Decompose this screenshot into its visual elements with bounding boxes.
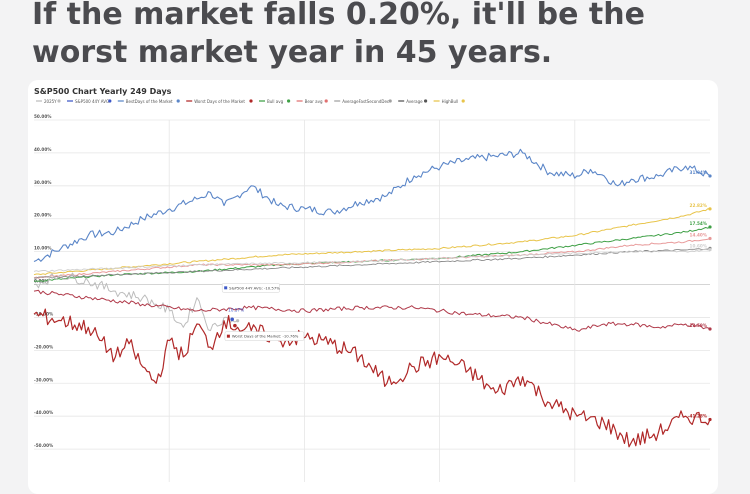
annotation-swatch bbox=[224, 286, 228, 290]
headline: If the market falls 0.20%, it'll be the … bbox=[32, 0, 645, 70]
annotation-box bbox=[221, 283, 280, 293]
annotation-point-label: 10.57% bbox=[228, 307, 244, 312]
series-end-label: 31.94% bbox=[690, 170, 708, 175]
series-line bbox=[33, 289, 711, 332]
annotation-label: Worst Days of the Market: -10.76% bbox=[232, 334, 299, 339]
series-end-point bbox=[708, 248, 712, 252]
series-end-label: -41.28% bbox=[688, 413, 708, 418]
legend-marker bbox=[57, 99, 61, 103]
legend-marker bbox=[176, 99, 180, 103]
legend-label: BestDays of the Market bbox=[126, 99, 173, 104]
y-tick-label: 10.00% bbox=[34, 246, 52, 251]
series-line bbox=[33, 272, 238, 332]
annotation-box bbox=[224, 331, 305, 341]
annotation-swatch bbox=[226, 334, 230, 338]
legend-label: AverageFastSecondDec bbox=[342, 99, 389, 104]
series-end-label: 17.54% bbox=[690, 221, 708, 226]
y-tick-label: 50.00% bbox=[34, 114, 52, 119]
legend-label: 2025Y bbox=[44, 99, 57, 104]
series-end-label: 22.82% bbox=[690, 203, 708, 208]
series-end-point bbox=[708, 225, 712, 229]
legend-marker bbox=[249, 99, 253, 103]
series-line bbox=[33, 208, 711, 276]
series-line bbox=[33, 308, 711, 448]
sp500-chart: S&P500 Chart Yearly 249 Days 2025Y S&P500… bbox=[33, 87, 712, 482]
legend-label: HighBull bbox=[442, 99, 459, 104]
y-tick-label: -30.00% bbox=[34, 377, 54, 382]
legend-label: Worst Days of the Market bbox=[194, 99, 245, 104]
series-end-label: 10.60% bbox=[690, 244, 708, 249]
series-line bbox=[33, 247, 711, 279]
chart-legend: 2025Y S&P500 44Y AVG BestDays of the Marke… bbox=[36, 99, 465, 104]
chart-series: 31.94% 22.82% 17.54% 14.40% 10.60% -13.59% -41… bbox=[33, 148, 712, 448]
series-line bbox=[33, 238, 711, 279]
chart-title: S&P500 Chart Yearly 249 Days bbox=[34, 87, 172, 96]
series-end-point bbox=[236, 319, 240, 323]
legend-label: S&P500 44Y AVG bbox=[75, 99, 109, 104]
y-tick-label: 40.00% bbox=[34, 147, 52, 152]
legend-marker bbox=[108, 99, 112, 103]
legend-marker bbox=[324, 99, 328, 103]
series-end-point bbox=[708, 417, 712, 422]
y-tick-label: 20.00% bbox=[34, 213, 52, 218]
y-tick-label: -40.00% bbox=[34, 410, 54, 415]
legend-marker bbox=[424, 99, 428, 103]
legend-label: Bear avg bbox=[305, 99, 323, 104]
chart-card: S&P500 Chart Yearly 249 Days 2025Y S&P500… bbox=[28, 80, 718, 494]
chart-grid bbox=[34, 119, 710, 482]
y-tick-label: -20.00% bbox=[34, 344, 54, 349]
series-line bbox=[33, 249, 711, 272]
annotation-label: S&P500 44Y AVG: -10.57% bbox=[229, 285, 280, 290]
series-end-point bbox=[708, 327, 712, 331]
series-line bbox=[33, 148, 711, 263]
y-tick-label: 30.00% bbox=[34, 180, 52, 185]
series-end-label: 14.40% bbox=[690, 232, 708, 237]
annotation-point bbox=[233, 323, 237, 328]
y-tick-label: -50.00% bbox=[34, 443, 54, 448]
series-end-point bbox=[708, 174, 712, 178]
legend-marker bbox=[461, 99, 465, 103]
legend-marker bbox=[388, 99, 392, 103]
chart-annotations: S&P500 44Y AVG: -10.57% 10.57% Worst Days … bbox=[221, 283, 305, 341]
series-end-label: -13.59% bbox=[688, 323, 708, 328]
legend-label: Bull avg bbox=[267, 99, 284, 104]
legend-marker bbox=[287, 99, 291, 103]
annotation-point bbox=[230, 317, 234, 322]
series-end-point bbox=[708, 236, 712, 241]
series-end-point bbox=[708, 207, 712, 211]
legend-label: Average bbox=[406, 99, 423, 104]
